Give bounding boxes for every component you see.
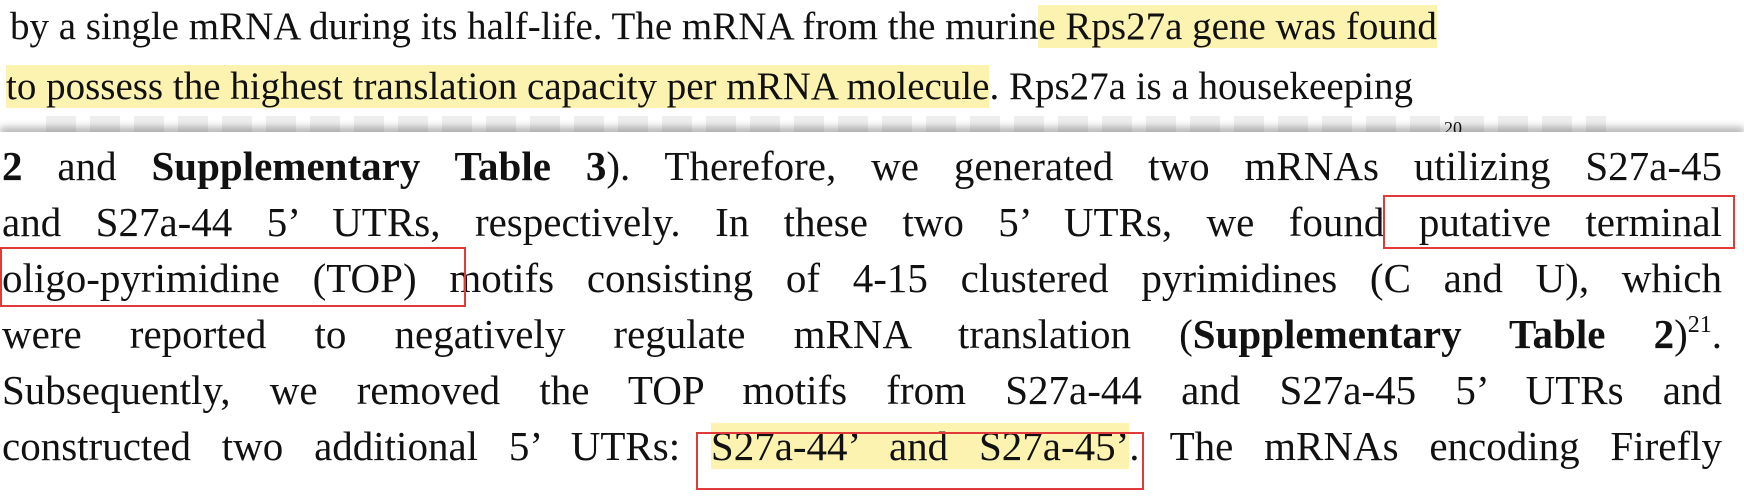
text-run: motifs consisting of 4-15 clustered pyri… — [416, 255, 1723, 301]
boxed-text[interactable]: putative terminal — [1418, 199, 1723, 245]
bold-reference: Supplementary Table 2 — [1192, 311, 1675, 357]
bold-reference: 2 — [2, 143, 23, 189]
text-line-8: constructed two additional 5’ UTRs: S27a… — [2, 422, 1722, 470]
text-run: and S27a-44 5’ UTRs, respectively. In th… — [2, 199, 1419, 245]
obscured-text-line — [46, 116, 1606, 132]
text-run: . — [1711, 311, 1722, 357]
text-run: by a single mRNA during its half-life. T… — [10, 5, 1039, 48]
text-run: were reported to negatively regulate mRN… — [2, 311, 1193, 357]
citation-superscript: 20 — [1444, 118, 1462, 132]
text-run: . Rps27a is a housekeeping — [989, 65, 1413, 108]
text-run: ) — [1674, 311, 1688, 357]
bold-reference: Supplementary Table 3 — [151, 143, 607, 189]
text-run: ). Therefore, we generated two mRNAs uti… — [606, 143, 1722, 189]
text-line-2: to possess the highest translation capac… — [6, 64, 1413, 109]
text-run: . The mRNAs encoding Firefly — [1129, 423, 1722, 469]
upper-paragraph: by a single mRNA during its half-life. T… — [6, 0, 1736, 132]
highlighted-text[interactable]: to possess the highest translation capac… — [6, 65, 990, 108]
boxed-text[interactable]: oligo-pyrimidine (TOP) — [2, 255, 417, 301]
citation-superscript: 21 — [1687, 312, 1712, 338]
text-line-7: Subsequently, we removed the TOP motifs … — [2, 366, 1722, 414]
highlighted-boxed-text[interactable]: S27a-44’ and S27a-45’ — [710, 423, 1130, 469]
highlighted-text[interactable]: e Rps27a gene was found — [1038, 5, 1437, 48]
text-line-1: by a single mRNA during its half-life. T… — [10, 4, 1437, 49]
text-line-6: were reported to negatively regulate mRN… — [2, 310, 1722, 358]
text-run: Subsequently, we removed the TOP motifs … — [2, 367, 1722, 413]
text-run: and — [22, 143, 152, 189]
text-run: constructed two additional 5’ UTRs: — [2, 423, 711, 469]
overlay-text-panel: 2 and Supplementary Table 3). Therefore,… — [0, 132, 1744, 498]
text-line-3: 2 and Supplementary Table 3). Therefore,… — [2, 142, 1722, 190]
text-line-5: oligo-pyrimidine (TOP) motifs consisting… — [2, 254, 1722, 302]
text-line-4: and S27a-44 5’ UTRs, respectively. In th… — [2, 198, 1722, 246]
